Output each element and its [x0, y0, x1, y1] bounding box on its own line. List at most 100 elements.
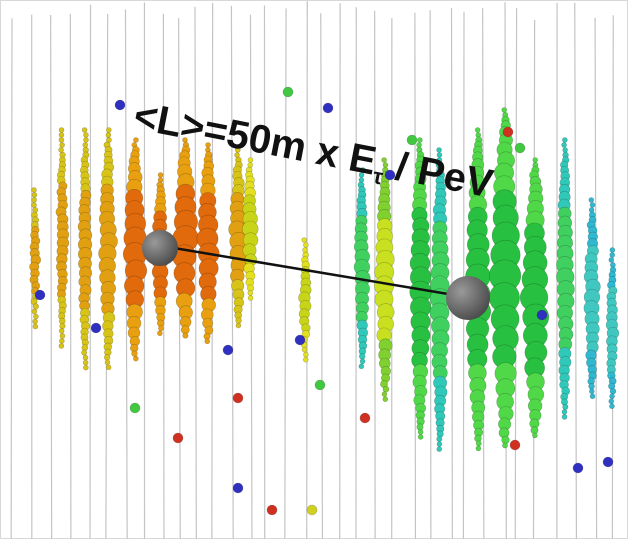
dom-hit: [59, 339, 64, 344]
dom-hit: [360, 359, 365, 364]
dom-hit: [32, 188, 37, 193]
dom-hit: [359, 364, 364, 369]
dom-hit: [59, 147, 64, 152]
dom-hit: [382, 392, 387, 397]
dom-hit: [106, 128, 111, 133]
dom-hit: [603, 457, 613, 467]
dom-hit: [83, 138, 88, 143]
dom-hit: [510, 440, 520, 450]
dom-hit: [81, 350, 86, 355]
dom-hit: [32, 198, 37, 203]
dom-hit: [82, 345, 88, 351]
dom-hit: [158, 326, 163, 331]
dom-hit: [236, 323, 241, 328]
dom-hit: [133, 356, 138, 361]
dom-hit: [60, 334, 65, 339]
cascade-vertex: [142, 230, 178, 266]
dom-hit: [573, 463, 583, 473]
dom-hit: [248, 296, 253, 301]
dom-hit: [248, 163, 253, 168]
dom-hit: [83, 143, 88, 148]
dom-hit: [83, 365, 88, 370]
dom-hit: [609, 258, 614, 263]
dom-hit: [563, 404, 568, 409]
dom-hit: [515, 143, 525, 153]
dom-hit: [417, 143, 422, 148]
dom-hit: [106, 365, 111, 370]
dom-hit: [59, 329, 64, 334]
dom-hit: [503, 127, 513, 137]
string: [70, 14, 71, 539]
cascade-vertex: [446, 276, 490, 320]
dom-hit: [562, 409, 567, 414]
dom-hit: [157, 331, 162, 336]
dom-hit: [476, 446, 481, 451]
dom-hit: [33, 324, 38, 329]
dom-hit: [236, 318, 242, 324]
dom-hit: [437, 447, 442, 452]
dom-hit: [248, 291, 253, 296]
dom-hit: [537, 310, 547, 320]
dom-hit: [589, 383, 595, 389]
event-display: <L>=50m x Eτ / PeV: [0, 0, 628, 539]
dom-hit: [33, 319, 38, 324]
dom-hit: [59, 128, 64, 133]
dom-hit: [418, 429, 423, 434]
dom-hit: [233, 483, 243, 493]
dom-hit: [418, 434, 423, 439]
dom-hit: [417, 138, 422, 143]
dom-hit: [590, 203, 595, 208]
dom-hit: [91, 323, 101, 333]
dom-hit: [590, 394, 595, 399]
dom-hit: [33, 304, 39, 310]
dom-hit: [563, 148, 568, 153]
dom-hit: [267, 505, 277, 515]
string: [463, 12, 464, 539]
dom-hit: [104, 354, 110, 360]
dom-hit: [360, 413, 370, 423]
dom-hit: [437, 436, 442, 441]
dom-hit: [307, 505, 317, 515]
dom-hit: [533, 158, 538, 163]
dom-hit: [302, 347, 307, 352]
dom-hit: [610, 394, 615, 399]
dom-hit: [589, 389, 594, 394]
string: [452, 8, 453, 539]
dom-hit: [303, 352, 308, 357]
dom-hit: [610, 248, 615, 253]
dom-hit: [60, 143, 65, 148]
dom-hit: [130, 403, 140, 413]
dom-hit: [562, 414, 567, 419]
dom-hit: [115, 100, 125, 110]
dom-hit: [475, 128, 480, 133]
dom-hit: [502, 108, 507, 113]
dom-hit: [610, 388, 616, 394]
dom-hit: [83, 133, 88, 138]
dom-hit: [295, 335, 305, 345]
dom-hit: [283, 87, 293, 97]
dom-hit: [610, 253, 615, 258]
dom-hit: [35, 290, 45, 300]
dom-hit: [359, 353, 365, 359]
dom-hit: [233, 393, 243, 403]
dom-hit: [183, 333, 188, 338]
dom-hit: [32, 203, 37, 208]
dom-hit: [562, 138, 567, 143]
dom-hit: [532, 433, 537, 438]
dom-hit: [82, 128, 87, 133]
dom-hit: [60, 323, 66, 329]
dom-hit: [315, 380, 325, 390]
dom-hit: [106, 133, 111, 138]
dom-hit: [609, 399, 614, 404]
dom-hit: [303, 357, 308, 362]
dom-hit: [83, 355, 88, 360]
dom-hit: [33, 314, 38, 319]
dom-hit: [132, 351, 138, 357]
dom-hit: [323, 103, 333, 113]
dom-hit: [383, 386, 389, 392]
dom-hit: [302, 238, 307, 243]
dom-hit: [609, 404, 614, 409]
dom-hit: [59, 133, 64, 138]
dom-hit: [59, 344, 64, 349]
dom-hit: [437, 442, 442, 447]
